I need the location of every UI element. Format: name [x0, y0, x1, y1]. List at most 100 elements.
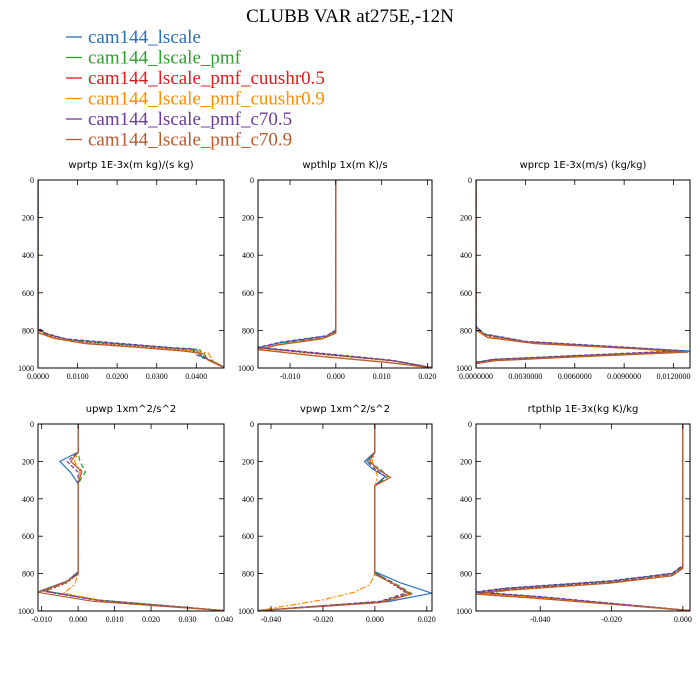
y-tick-label: 800 — [22, 570, 34, 579]
series-line — [476, 424, 690, 611]
y-tick-label: 1000 — [238, 364, 254, 373]
chart-panel: wpthlp 1x(m K)/s 0 200 400 600 800 1000 -0.010 0… — [238, 160, 436, 381]
chart-panel: upwp 1xm^2/s^2 0 200 400 600 800 1000-0.010 0.0… — [18, 404, 233, 624]
y-tick-label: 0 — [30, 176, 34, 185]
x-tick-label: 0.020 — [142, 615, 160, 624]
series-line — [258, 180, 432, 368]
x-tick-label: -0.040 — [530, 615, 551, 624]
series-group — [258, 180, 432, 368]
y-tick-label: 800 — [460, 570, 472, 579]
legend-label: cam144_lscale_pmf_c70.5 — [88, 109, 292, 130]
panel-title: wprcp 1E-3x(m/s) (kg/kg) — [520, 160, 647, 171]
series-group — [476, 180, 690, 368]
series-line — [262, 180, 432, 368]
y-tick-label: 0 — [30, 420, 34, 429]
x-tick-label: 0.0400 — [185, 372, 207, 381]
y-tick-label: 200 — [22, 214, 34, 223]
x-tick-label: 0.000 — [674, 615, 692, 624]
y-tick-label: 1000 — [238, 607, 254, 616]
x-tick-label: 0.040 — [215, 615, 233, 624]
x-tick-label: 0.0120000 — [657, 372, 691, 381]
x-tick-label: -0.020 — [313, 615, 334, 624]
plot-frame — [257, 179, 433, 369]
y-tick-label: 1000 — [18, 607, 34, 616]
legend: cam144_lscalecam144_lscale_pmfcam144_lsc… — [66, 27, 325, 151]
chart-panel: vpwp 1xm^2/s^2 0 200 400 600 800 1000 -0.040 -0.… — [238, 404, 436, 624]
x-tick-label: -0.020 — [601, 615, 622, 624]
figure-title: CLUBB VAR at275E,-12N — [246, 6, 454, 27]
panel-title: upwp 1xm^2/s^2 — [86, 404, 176, 415]
series-line — [43, 424, 224, 611]
chart-panel: wprcp 1E-3x(m/s) (kg/kg) 0 200 400 600 800 100… — [456, 160, 691, 381]
y-tick-label: 0 — [468, 176, 472, 185]
y-tick-label: 200 — [460, 214, 472, 223]
y-tick-label: 600 — [460, 532, 472, 541]
legend-label: cam144_lscale_pmf_cuushr0.5 — [88, 68, 325, 89]
x-tick-label: 0.020 — [418, 615, 436, 624]
series-line — [258, 424, 379, 611]
y-tick-label: 600 — [242, 289, 254, 298]
panel-title: wpthlp 1x(m K)/s — [302, 160, 387, 171]
x-tick-label: 0.0060000 — [558, 372, 592, 381]
plot-frame — [257, 423, 433, 612]
series-line — [258, 180, 432, 368]
legend-entry: cam144_lscale — [66, 27, 201, 48]
legend-label: cam144_lscale_pmf — [88, 48, 242, 69]
series-line — [476, 424, 690, 611]
y-tick-label: 400 — [460, 495, 472, 504]
chart-panel: wprtp 1E-3x(m kg)/(s kg) 0 200 400 600 800 100… — [18, 160, 225, 381]
x-tick-label: 0.0090000 — [607, 372, 641, 381]
y-tick-label: 400 — [22, 495, 34, 504]
x-tick-label: 0.0000 — [27, 372, 49, 381]
plot-frame — [37, 423, 225, 612]
series-line — [39, 424, 224, 611]
series-line — [43, 424, 224, 611]
y-tick-label: 400 — [22, 251, 34, 260]
series-line — [476, 424, 690, 611]
legend-entry: cam144_lscale_pmf — [66, 48, 242, 69]
legend-label: cam144_lscale — [88, 27, 201, 48]
series-line — [38, 180, 224, 368]
panel-title: vpwp 1xm^2/s^2 — [300, 404, 390, 415]
legend-entry: cam144_lscale_pmf_c70.5 — [66, 109, 292, 130]
panel-title: wprtp 1E-3x(m kg)/(s kg) — [68, 160, 193, 171]
y-tick-label: 200 — [22, 457, 34, 466]
series-group — [38, 424, 224, 611]
legend-entry: cam144_lscale_pmf_cuushr0.9 — [66, 89, 325, 110]
series-line — [62, 424, 224, 611]
series-line — [38, 180, 224, 368]
y-tick-label: 0 — [250, 176, 254, 185]
panel-title: rtpthlp 1E-3x(kg K)/kg — [528, 404, 639, 415]
series-line — [38, 180, 224, 368]
x-tick-label: 0.010 — [373, 372, 391, 381]
x-tick-label: 0.000 — [327, 372, 345, 381]
chart-panels: wprtp 1E-3x(m kg)/(s kg) 0 200 400 600 800 100… — [18, 160, 692, 624]
y-tick-label: 0 — [468, 420, 472, 429]
y-tick-label: 200 — [460, 457, 472, 466]
y-tick-label: 800 — [22, 326, 34, 335]
x-tick-label: 0.0000000 — [459, 372, 493, 381]
series-line — [262, 180, 432, 368]
x-tick-label: 0.000 — [69, 615, 87, 624]
series-line — [258, 424, 408, 611]
series-line — [258, 424, 413, 611]
series-group — [38, 180, 224, 368]
series-line — [258, 180, 432, 368]
y-tick-label: 400 — [242, 251, 254, 260]
series-line — [479, 424, 690, 611]
y-tick-label: 1000 — [456, 364, 472, 373]
y-tick-label: 600 — [22, 532, 34, 541]
y-tick-label: 0 — [250, 420, 254, 429]
series-group — [258, 424, 432, 611]
y-tick-label: 400 — [242, 495, 254, 504]
x-tick-label: 0.010 — [106, 615, 124, 624]
series-line — [38, 424, 224, 611]
x-tick-label: 0.0030000 — [508, 372, 542, 381]
series-line — [258, 180, 432, 368]
series-group — [476, 424, 690, 611]
series-line — [258, 424, 432, 611]
legend-label: cam144_lscale_pmf_c70.9 — [88, 130, 292, 151]
legend-label: cam144_lscale_pmf_cuushr0.9 — [88, 89, 325, 110]
legend-entry: cam144_lscale_pmf_cuushr0.5 — [66, 68, 325, 89]
